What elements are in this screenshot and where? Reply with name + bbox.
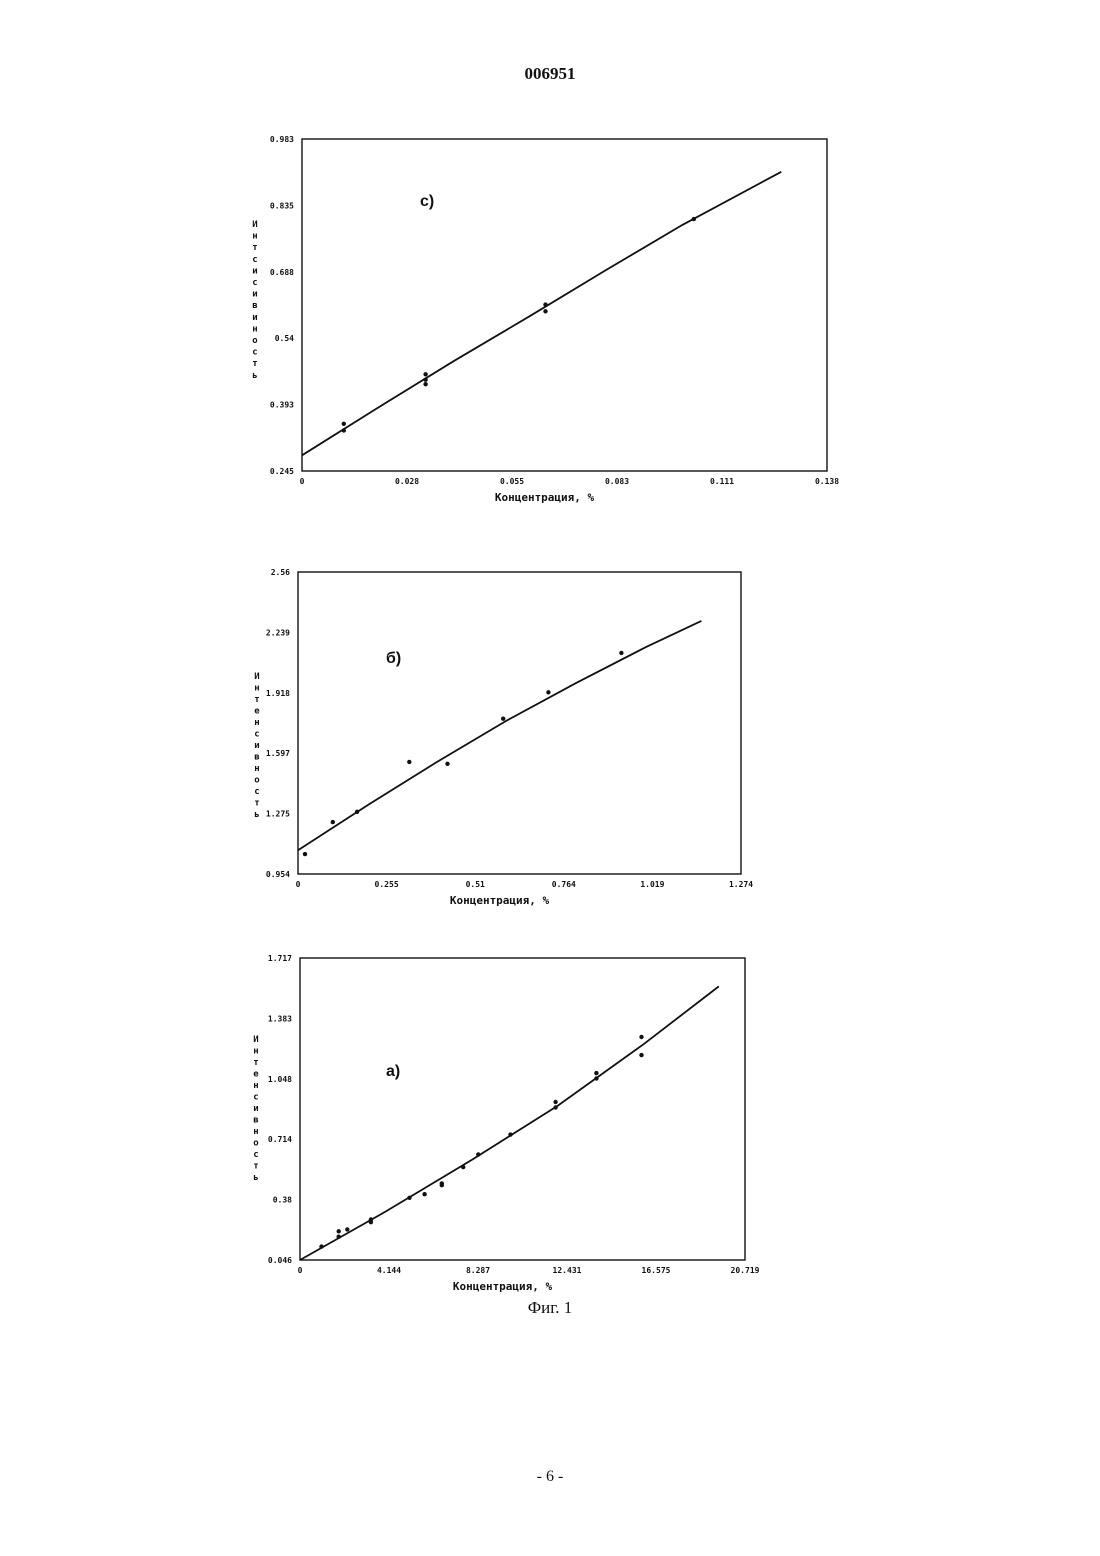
data-point [337, 1229, 341, 1233]
data-point [461, 1165, 465, 1169]
y-tick-label: 0.046 [268, 1256, 292, 1265]
y-tick-label: 0.688 [270, 268, 294, 277]
data-point [639, 1053, 643, 1057]
data-point [543, 302, 547, 306]
x-tick-label: 0 [298, 1266, 303, 1275]
y-tick-label: 0.835 [270, 201, 294, 210]
data-point [543, 309, 547, 313]
page-number: - 6 - [0, 1468, 1100, 1486]
y-tick-label: 1.597 [266, 749, 290, 758]
data-point [422, 1192, 426, 1196]
data-point [594, 1076, 598, 1080]
data-point [440, 1181, 444, 1185]
data-point [619, 651, 623, 655]
panel-label: а) [386, 1063, 400, 1080]
x-tick-label: 0.764 [552, 880, 576, 889]
data-point [508, 1132, 512, 1136]
chart-a: 0 4.144 8.287 12.431 16.575 20.719 0.046 0.38 0.… [240, 952, 780, 1292]
panel-label: б) [386, 650, 401, 667]
data-point [553, 1100, 557, 1104]
data-point [331, 820, 335, 824]
y-tick-label: 1.717 [268, 954, 292, 963]
fit-line [298, 621, 701, 850]
data-point [355, 810, 359, 814]
data-point [594, 1071, 598, 1075]
data-point [692, 217, 696, 221]
x-tick-label: 1.274 [729, 880, 753, 889]
data-point [319, 1244, 323, 1248]
x-tick-label: 0 [296, 880, 301, 889]
x-tick-label: 0.138 [815, 477, 839, 486]
data-point [423, 372, 427, 376]
x-tick-label: 20.719 [731, 1266, 760, 1275]
document-number: 006951 [0, 64, 1100, 84]
x-tick-label: 8.287 [466, 1266, 490, 1275]
fit-line [300, 986, 719, 1260]
data-point [546, 690, 550, 694]
y-tick-label: 0.714 [268, 1135, 292, 1144]
data-point [407, 760, 411, 764]
y-tick-label: 2.56 [271, 568, 290, 577]
x-tick-label: 1.019 [640, 880, 664, 889]
data-point [303, 852, 307, 856]
x-axis-title: Концентрация, % [453, 1280, 553, 1293]
fit-line [302, 172, 781, 456]
x-tick-label: 0.111 [710, 477, 734, 486]
x-tick-label: 0.51 [466, 880, 485, 889]
data-point [445, 762, 449, 766]
data-point [423, 382, 427, 386]
data-point [369, 1217, 373, 1221]
y-axis-title: Интенсивность [254, 672, 260, 820]
y-tick-label: 0.983 [270, 135, 294, 144]
x-tick-label: 0.028 [395, 477, 419, 486]
y-tick-label: 0.54 [275, 334, 294, 343]
data-point [342, 428, 346, 432]
x-tick-label: 0.255 [375, 880, 399, 889]
y-tick-label: 0.245 [270, 467, 294, 476]
x-tick-label: 12.431 [553, 1266, 582, 1275]
data-point [639, 1035, 643, 1039]
y-tick-label: 1.383 [268, 1014, 292, 1023]
y-tick-label: 0.38 [273, 1196, 292, 1205]
data-point [345, 1227, 349, 1231]
chart-b: 0 0.255 0.51 0.764 1.019 1.274 0.954 1.275 1.597… [240, 565, 780, 910]
x-tick-label: 0.055 [500, 477, 524, 486]
data-point [342, 422, 346, 426]
y-tick-label: 1.275 [266, 810, 290, 819]
data-point [553, 1105, 557, 1109]
data-point [337, 1235, 341, 1239]
figure-caption: Фиг. 1 [0, 1298, 1100, 1318]
x-axis-title: Концентрация, % [450, 894, 550, 907]
plot-frame [298, 572, 741, 874]
panel-label: с) [420, 193, 434, 210]
plot-frame [300, 958, 745, 1260]
x-tick-label: 4.144 [377, 1266, 401, 1275]
y-tick-label: 0.954 [266, 870, 290, 879]
data-point [423, 378, 427, 382]
y-axis-title: Интсисивиность [252, 220, 257, 381]
y-axis-title: Интенсивность [253, 1035, 259, 1183]
x-axis-title: Концентрация, % [495, 491, 595, 504]
x-tick-label: 0.083 [605, 477, 629, 486]
y-tick-label: 0.393 [270, 401, 294, 410]
chart-c: 0 0.028 0.055 0.083 0.111 0.138 0.245 0.393 0.54… [240, 130, 860, 510]
data-point [407, 1196, 411, 1200]
data-point [501, 717, 505, 721]
y-tick-label: 1.048 [268, 1075, 292, 1084]
x-tick-label: 0 [300, 477, 305, 486]
y-tick-label: 1.918 [266, 689, 290, 698]
data-point [476, 1152, 480, 1156]
y-tick-label: 2.239 [266, 628, 290, 637]
x-tick-label: 16.575 [642, 1266, 671, 1275]
